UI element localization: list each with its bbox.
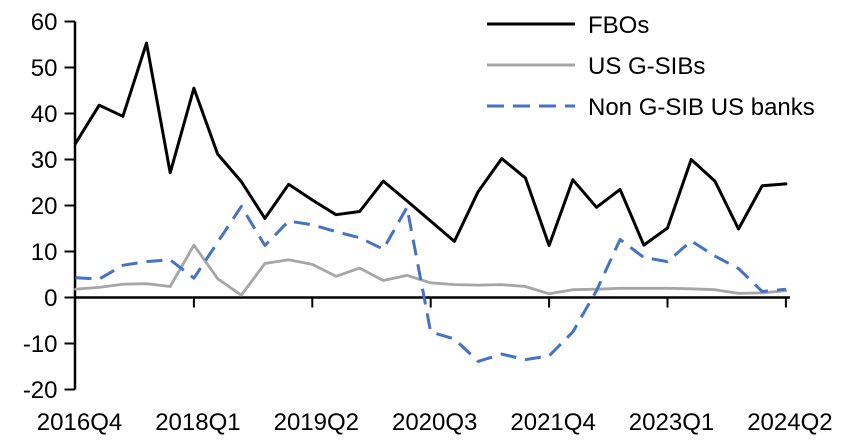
- y-axis-ticks: 60 50 40 30 20 10 0 -10 -20: [23, 9, 75, 404]
- x-tick-label: 2024Q2: [747, 409, 832, 436]
- x-tick-label: 2018Q1: [155, 409, 240, 436]
- y-tick-label: 40: [31, 101, 58, 128]
- x-tick-label: 2023Q1: [629, 409, 714, 436]
- us-gsibs-line: [74, 243, 788, 297]
- legend-item-us-gsibs: US G-SIBs: [487, 53, 705, 80]
- y-tick-label: 50: [31, 55, 58, 82]
- y-tick-label: -20: [23, 377, 58, 404]
- legend-item-non-gsib: Non G-SIB US banks: [487, 94, 815, 121]
- legend-fbos-label: FBOs: [588, 12, 649, 39]
- legend: FBOs US G-SIBs Non G-SIB US banks: [487, 12, 815, 121]
- x-axis-ticks: 2016Q4 2018Q1 2019Q2 2020Q3 2021Q4 2023Q1 2024…: [37, 297, 833, 436]
- x-tick-label: 2016Q4: [37, 409, 122, 436]
- y-tick-label: 20: [31, 193, 58, 220]
- x-tick-label: 2021Q4: [510, 409, 595, 436]
- fbos-line: [74, 41, 788, 247]
- y-tick-label: -10: [23, 331, 58, 358]
- legend-us-gsibs-label: US G-SIBs: [588, 53, 705, 80]
- legend-item-fbos: FBOs: [487, 12, 649, 39]
- y-tick-label: 10: [31, 239, 58, 266]
- y-tick-label: 30: [31, 147, 58, 174]
- y-tick-label: 60: [31, 9, 58, 36]
- x-tick-label: 2020Q3: [392, 409, 477, 436]
- x-tick-label: 2019Q2: [274, 409, 359, 436]
- y-tick-label: 0: [44, 285, 57, 312]
- non-gsib-us-banks-line: [75, 204, 787, 363]
- legend-non-gsib-label: Non G-SIB US banks: [588, 94, 815, 121]
